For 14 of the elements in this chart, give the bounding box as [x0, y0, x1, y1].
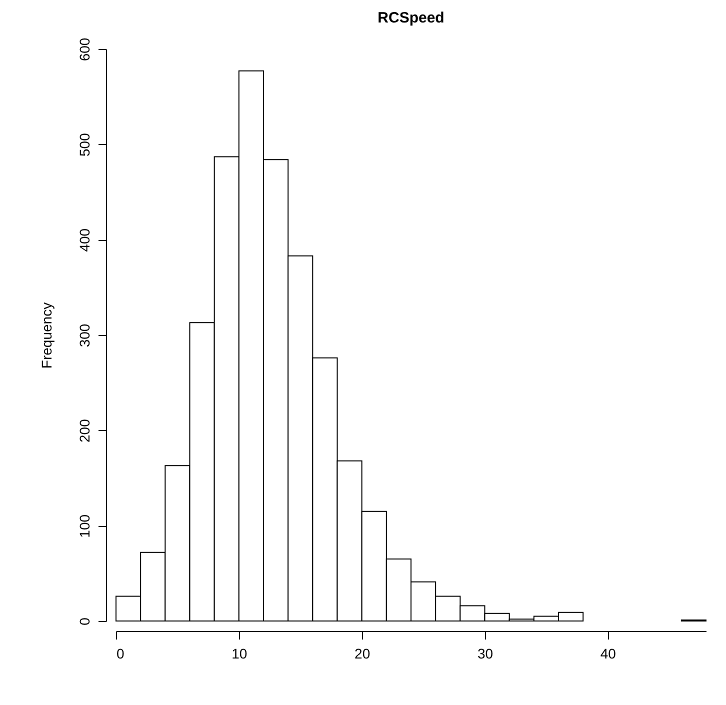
y-tick-label: 200: [76, 418, 92, 443]
x-tick-label: 40: [600, 646, 616, 662]
y-tick-label: 500: [76, 132, 92, 157]
x-tick-label: 30: [477, 646, 494, 662]
x-tick-label: 0: [116, 646, 124, 662]
y-tick-label: 100: [76, 514, 92, 538]
y-tick-label: 0: [76, 617, 92, 626]
y-tick-label: 300: [76, 324, 92, 348]
y-axis-title: Frequency: [38, 302, 54, 369]
chart-title: RCSpeed: [378, 9, 444, 26]
y-tick-label: 400: [76, 228, 92, 252]
y-tick-label: 600: [76, 38, 92, 62]
x-tick-label: 10: [232, 646, 248, 662]
x-tick-label: 20: [354, 646, 370, 662]
